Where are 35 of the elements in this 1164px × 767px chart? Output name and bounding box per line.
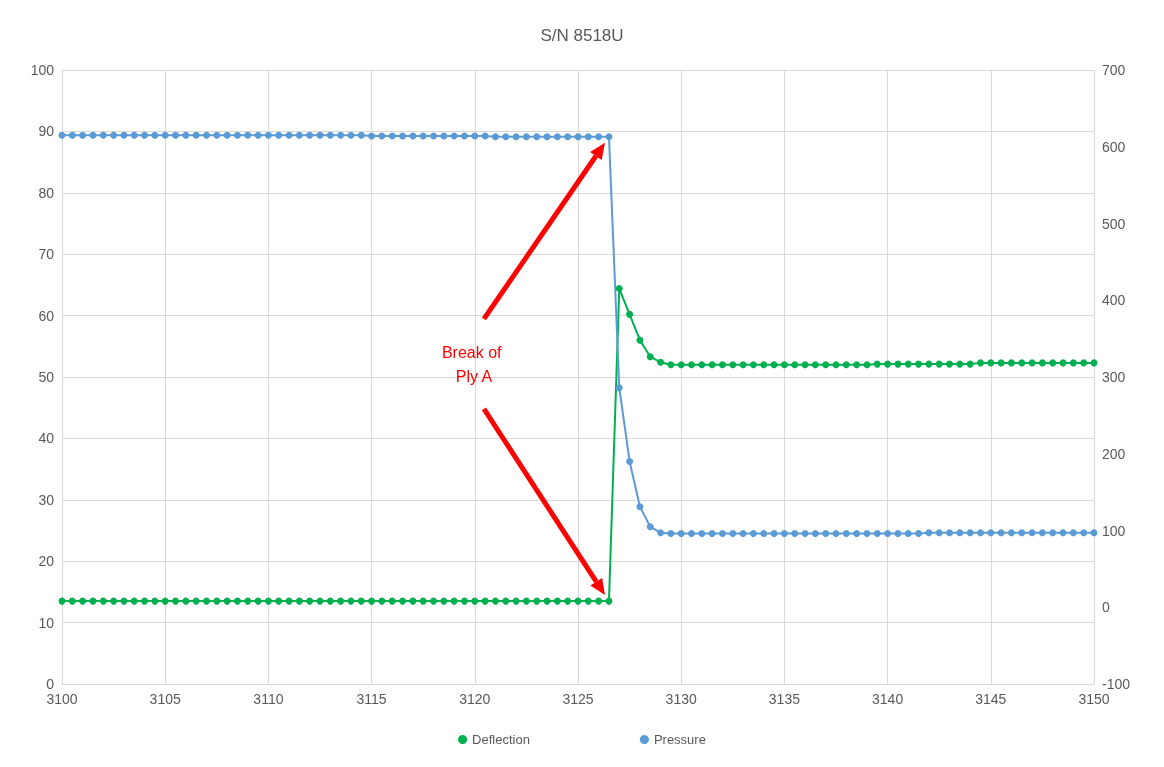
- chart-title: S/N 8518U: [540, 26, 624, 45]
- y-tick-label: 0: [46, 676, 55, 692]
- x-tick-label: 3115: [356, 691, 387, 707]
- y-tick-label: 80: [38, 184, 55, 201]
- y-tick-label: 100: [30, 62, 55, 78]
- y-tick-label: 10: [38, 614, 55, 631]
- y2-tick-label: 500: [1102, 215, 1126, 232]
- x-tick-label: 3100: [46, 691, 78, 707]
- y-tick-label: 60: [38, 307, 55, 324]
- y2-tick-label: 400: [1102, 292, 1126, 309]
- y2-tick-label: -100: [1102, 676, 1131, 692]
- legend-label: Deflection: [472, 732, 530, 747]
- x-tick-label: 3145: [975, 691, 1007, 707]
- x-tick-label: 3140: [872, 691, 904, 707]
- x-tick-label: 3125: [562, 691, 594, 707]
- x-tick-label: 3105: [149, 691, 181, 707]
- annotation: Break of Ply A: [441, 344, 506, 386]
- y-tick-label: 40: [38, 430, 55, 447]
- y2-tick-label: 100: [1102, 522, 1126, 539]
- y2-tick-label: 300: [1102, 369, 1126, 385]
- x-tick-label: 3110: [253, 691, 284, 707]
- x-tick-label: 3150: [1078, 691, 1110, 707]
- legend-label: Pressure: [653, 732, 706, 747]
- y2-tick-label: 700: [1102, 62, 1126, 78]
- x-tick-label: 3120: [459, 691, 491, 707]
- x-tick-label: 3130: [665, 691, 697, 707]
- y2-tick-label: 0: [1102, 599, 1110, 616]
- y-tick-label: 70: [38, 246, 55, 263]
- y-tick-label: 50: [38, 369, 55, 385]
- y2-tick-label: 200: [1102, 445, 1126, 462]
- y2-tick-label: 600: [1102, 138, 1126, 155]
- y-tick-label: 30: [38, 491, 55, 508]
- x-tick-label: 3135: [768, 691, 801, 707]
- y-tick-label: 20: [38, 553, 55, 570]
- y-tick-label: 90: [38, 123, 55, 140]
